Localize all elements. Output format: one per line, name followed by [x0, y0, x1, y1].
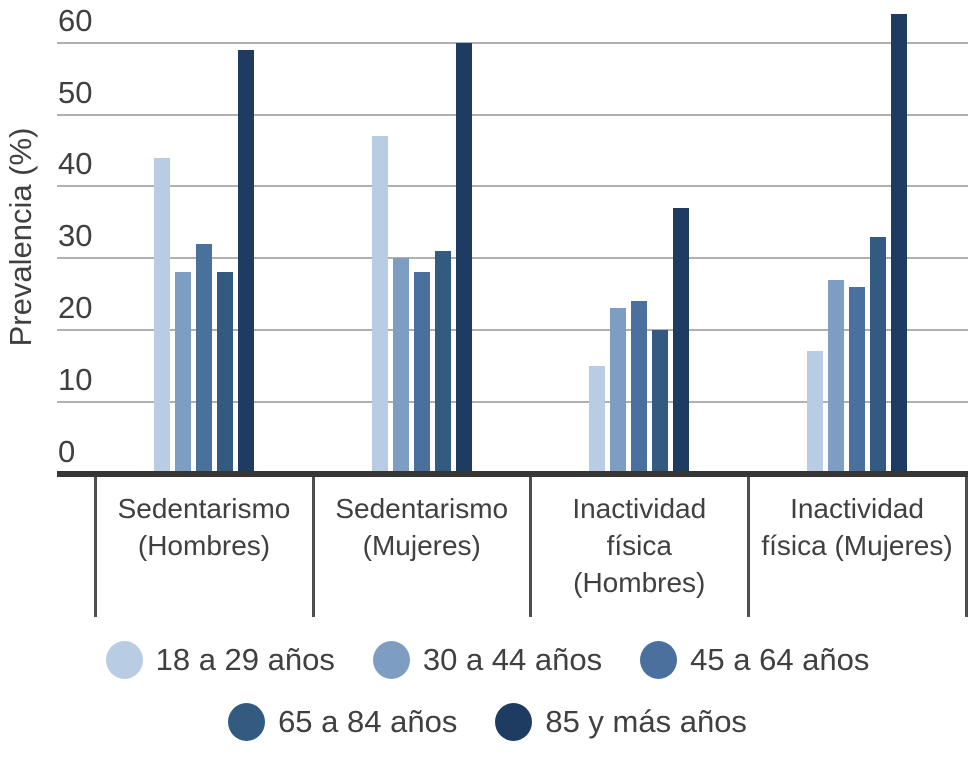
- bar-85-y-más-años: [891, 13, 907, 475]
- legend-label: 45 a 64 años: [690, 642, 870, 677]
- bar-45-a-64-años: [413, 272, 430, 475]
- legend-item: 65 a 84 años: [228, 703, 457, 741]
- bar-18-a-29-años: [589, 365, 606, 475]
- legend-swatch-icon: [495, 703, 533, 741]
- y-tick-label: 40: [58, 146, 93, 182]
- x-axis-line: [57, 471, 968, 477]
- bar-65-a-84-años: [652, 329, 669, 475]
- category-label: Inactividad física (Mujeres): [747, 490, 967, 564]
- legend-label: 85 y más años: [545, 704, 747, 739]
- bar-18-a-29-años: [807, 351, 823, 475]
- legend-row: 18 a 29 años 30 a 44 años 45 a 64 años: [0, 641, 975, 679]
- legend-item: 45 a 64 años: [640, 641, 869, 679]
- y-tick-label: 20: [58, 289, 93, 325]
- legend-label: 65 a 84 años: [278, 704, 458, 739]
- category-label-line: Inactividad: [572, 493, 707, 524]
- category-divider: [93, 477, 97, 617]
- legend-item: 85 y más años: [495, 703, 747, 741]
- legend-label: 18 a 29 años: [155, 642, 335, 677]
- category-divider: [311, 477, 315, 617]
- category-label-line: (Mujeres): [362, 530, 481, 561]
- category-label: Inactividad física (Hombres): [529, 490, 749, 601]
- category-divider: [529, 477, 532, 617]
- bar-30-a-44-años: [828, 279, 844, 475]
- bar-65-a-84-años: [870, 236, 886, 475]
- bar-85-y-más-años: [455, 42, 472, 475]
- y-tick-label: 50: [58, 74, 93, 110]
- bar-45-a-64-años: [631, 301, 648, 475]
- legend-swatch-icon: [372, 641, 410, 679]
- bar-30-a-44-años: [392, 258, 409, 475]
- gridline: [57, 113, 968, 116]
- bar-85-y-más-años: [238, 49, 254, 475]
- legend-swatch-icon: [228, 703, 266, 741]
- legend-swatch-icon: [105, 641, 143, 679]
- category-label-line: física (Mujeres): [761, 530, 953, 561]
- bar-65-a-84-años: [217, 272, 233, 475]
- legend-row: 65 a 84 años 85 y más años: [0, 703, 975, 741]
- y-tick-label: 0: [58, 433, 76, 469]
- category-label-line: Sedentarismo: [117, 493, 291, 524]
- category-label-line: física: [606, 530, 672, 561]
- bar-18-a-29-años: [154, 157, 170, 475]
- category-label: Sedentarismo (Hombres): [94, 490, 314, 564]
- gridline: [57, 328, 968, 331]
- gridline: [57, 185, 968, 188]
- bar-30-a-44-años: [175, 272, 191, 475]
- bar-18-a-29-años: [371, 136, 388, 475]
- category-label: Sedentarismo (Mujeres): [312, 490, 532, 564]
- legend-item: 30 a 44 años: [372, 641, 603, 679]
- legend-item: 18 a 29 años: [105, 641, 335, 679]
- category-divider: [746, 477, 750, 617]
- category-label-line: Sedentarismo: [335, 493, 509, 524]
- gridline: [57, 41, 968, 44]
- gridline: [57, 400, 968, 403]
- legend-label: 30 a 44 años: [422, 642, 603, 677]
- bar-45-a-64-años: [849, 286, 865, 475]
- y-tick-label: 10: [58, 361, 93, 397]
- gridline: [57, 257, 968, 260]
- y-tick-label: 60: [58, 2, 93, 38]
- bar-65-a-84-años: [434, 250, 451, 475]
- bar-45-a-64-años: [196, 243, 212, 475]
- category-label-line: Inactividad: [790, 493, 924, 524]
- bar-30-a-44-años: [610, 308, 627, 475]
- category-label-line: (Hombres): [573, 567, 706, 598]
- bar-85-y-más-años: [673, 207, 690, 475]
- category-divider: [964, 477, 968, 617]
- y-tick-label: 30: [58, 218, 93, 254]
- legend-swatch-icon: [640, 641, 678, 679]
- category-label-line: (Hombres): [137, 530, 271, 561]
- y-axis-title: Prevalencia (%): [3, 127, 38, 347]
